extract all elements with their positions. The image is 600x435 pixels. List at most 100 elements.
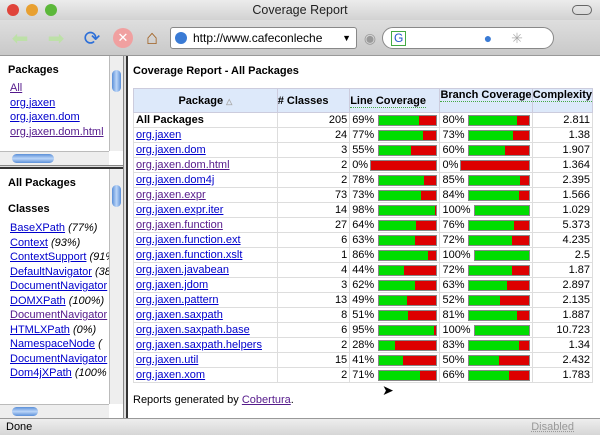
class-link[interactable]: NamespaceNode xyxy=(10,338,95,350)
line-coverage-bar xyxy=(378,294,438,306)
package-link[interactable]: org.jaxen.pattern xyxy=(136,294,219,306)
line-coverage-percent: 44% xyxy=(352,264,375,276)
home-button[interactable]: ⌂ xyxy=(145,26,159,49)
package-link[interactable]: org.jaxen.expr.iter xyxy=(136,204,224,216)
packages-vertical-scrollbar[interactable] xyxy=(109,56,123,151)
search-field[interactable]: G xyxy=(382,27,554,49)
package-cell: org.jaxen.saxpath.helpers xyxy=(133,337,278,353)
left-frames: Packages All org.jaxen org.jaxen.dom org.ja… xyxy=(0,56,123,418)
class-link[interactable]: ContextSupport xyxy=(10,251,87,263)
complexity-value: 1.566 xyxy=(531,187,594,203)
branch-coverage-fill xyxy=(469,235,513,245)
branch-coverage-bar xyxy=(468,174,530,186)
package-link[interactable]: org.jaxen.dom xyxy=(10,111,80,123)
package-link[interactable]: org.jaxen.jdom xyxy=(136,279,209,291)
package-link[interactable]: org.jaxen.util xyxy=(136,354,199,366)
back-button[interactable]: ⬅ xyxy=(11,27,29,50)
close-window-button[interactable] xyxy=(7,4,19,16)
line-coverage-percent: 71% xyxy=(352,369,375,381)
table-row: org.jaxen.function 27 64% 76% 5.373 xyxy=(133,217,594,233)
class-link[interactable]: DefaultNavigator xyxy=(10,265,92,278)
packages-horizontal-scrollbar[interactable] xyxy=(0,151,109,165)
package-link[interactable]: org.jaxen.expr xyxy=(136,189,206,201)
class-link[interactable]: Dom4jXPath xyxy=(10,367,72,379)
url-field[interactable]: http://www.cafeconleche ▼ xyxy=(170,27,357,49)
class-list-item: DefaultNavigator (38 xyxy=(0,265,123,280)
package-link[interactable]: org.jaxen.javabean xyxy=(136,264,229,276)
line-coverage-fill xyxy=(379,205,436,215)
branch-coverage-percent: 73% xyxy=(442,129,465,141)
class-link[interactable]: DOMXPath xyxy=(10,294,66,307)
table-row: org.jaxen.function.ext 6 63% 72% 4.235 xyxy=(133,232,594,248)
search-engine-icon[interactable]: G xyxy=(391,31,407,46)
class-link[interactable]: HTMLXPath xyxy=(10,323,70,336)
minimize-window-button[interactable] xyxy=(26,4,38,16)
frame-divider-vertical[interactable] xyxy=(123,56,128,418)
branch-coverage-bar xyxy=(468,279,530,291)
spinner-icon: ✳ xyxy=(511,29,523,46)
class-link[interactable]: BaseXPath xyxy=(10,222,66,234)
line-coverage-cell: 63% xyxy=(349,232,441,248)
branch-coverage-fill xyxy=(469,175,520,185)
cobertura-link[interactable]: Cobertura xyxy=(241,394,291,406)
header-classes[interactable]: # Classes xyxy=(276,88,351,113)
line-coverage-bar xyxy=(378,339,438,351)
stop-button[interactable]: ✕ xyxy=(111,26,135,50)
class-link[interactable]: Context xyxy=(10,236,48,249)
table-row: org.jaxen.dom.html 2 0% 0% 1.364 xyxy=(133,157,594,173)
complexity-value: 1.887 xyxy=(531,307,594,323)
mouse-cursor-icon: ➤ xyxy=(382,382,394,398)
line-coverage-percent: 63% xyxy=(352,234,375,246)
line-coverage-bar xyxy=(370,159,438,171)
package-link[interactable]: org.jaxen.function.ext xyxy=(136,234,241,246)
header-branch-coverage[interactable]: Branch Coverage xyxy=(439,88,533,113)
class-coverage: (0%) xyxy=(72,323,97,336)
classes-vertical-scrollbar[interactable] xyxy=(109,169,123,404)
toolbar-toggle-button[interactable] xyxy=(572,5,592,15)
header-line-coverage[interactable]: Line Coverage xyxy=(349,88,441,113)
line-coverage-cell: 28% xyxy=(349,337,441,353)
package-name: All Packages xyxy=(136,114,204,126)
complexity-value: 1.783 xyxy=(531,367,594,383)
frame-divider[interactable] xyxy=(0,165,123,169)
class-link[interactable]: DocumentNavigator xyxy=(10,352,108,365)
branch-coverage-percent: 72% xyxy=(442,264,465,276)
package-link[interactable]: org.jaxen.xom xyxy=(136,369,206,381)
package-link[interactable]: org.jaxen.saxpath xyxy=(136,309,223,321)
package-link[interactable]: org.jaxen.function xyxy=(136,219,223,231)
package-link[interactable]: org.jaxen.saxpath.helpers xyxy=(136,339,262,351)
package-link[interactable]: org.jaxen.saxpath.base xyxy=(136,324,250,336)
line-coverage-fill xyxy=(379,190,421,200)
package-link[interactable]: org.jaxen.dom xyxy=(136,144,206,156)
header-complexity[interactable]: Complexity xyxy=(531,88,594,113)
classes-count: 205 xyxy=(276,112,351,128)
classes-horizontal-scrollbar[interactable] xyxy=(0,404,109,418)
package-link[interactable]: org.jaxen.dom.html xyxy=(10,125,104,138)
status-text: Done xyxy=(6,421,33,433)
class-link[interactable]: DocumentNavigator xyxy=(10,309,108,321)
package-link[interactable]: org.jaxen xyxy=(136,129,182,141)
line-coverage-percent: 28% xyxy=(352,339,375,351)
forward-button[interactable]: ➡ xyxy=(47,27,65,50)
zoom-window-button[interactable] xyxy=(45,4,57,16)
branch-coverage-percent: 84% xyxy=(442,189,465,201)
package-link[interactable]: org.jaxen.dom.html xyxy=(136,159,230,171)
package-link[interactable]: All xyxy=(10,82,23,94)
package-link[interactable]: org.jaxen xyxy=(10,96,56,109)
popup-blocker-status[interactable]: Disabled xyxy=(531,421,574,433)
package-link[interactable]: org.jaxen.dom4j xyxy=(136,174,215,186)
url-dropdown-icon[interactable]: ▼ xyxy=(342,33,351,43)
package-cell: org.jaxen.expr xyxy=(133,187,278,203)
package-cell: org.jaxen.javabean xyxy=(133,262,278,278)
line-coverage-cell: 51% xyxy=(349,307,441,323)
bookmark-icon[interactable]: ● xyxy=(483,30,493,46)
line-coverage-fill xyxy=(379,310,409,320)
reload-icon[interactable]: ⟳ xyxy=(83,27,101,50)
package-link[interactable]: org.jaxen.function.xslt xyxy=(136,249,243,261)
branch-coverage-cell: 100% xyxy=(439,322,533,338)
classes-count: 27 xyxy=(276,217,351,233)
line-coverage-bar xyxy=(378,174,438,186)
header-package[interactable]: Package △ xyxy=(133,88,278,113)
go-button[interactable]: ◉ xyxy=(363,29,377,46)
class-link[interactable]: DocumentNavigator xyxy=(10,280,108,292)
